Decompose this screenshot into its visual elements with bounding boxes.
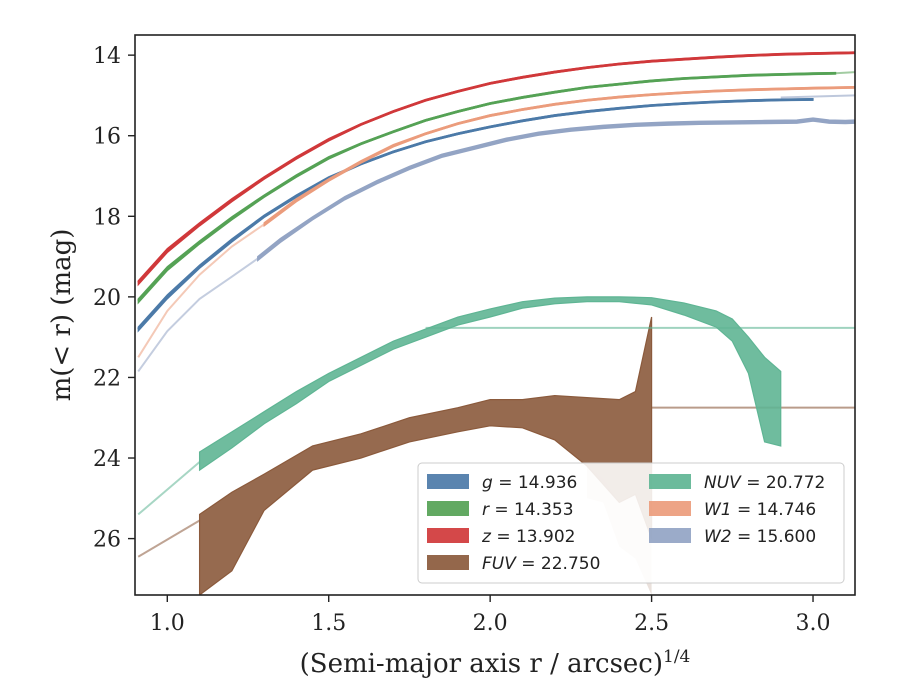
- legend-swatch: [427, 528, 469, 543]
- legend-frame: [417, 462, 845, 584]
- x-axis-title: (Semi-major axis r / arcsec)1/4: [300, 647, 691, 679]
- legend-item-z: z = 13.902: [427, 527, 575, 547]
- series-w2-line: [256, 118, 855, 260]
- series-fuv-extrapolation: [137, 519, 201, 558]
- x-tick-label: 1.0: [150, 611, 185, 636]
- series-r-line: [137, 71, 836, 302]
- series-w1: [137, 85, 855, 358]
- series-z: [137, 51, 855, 287]
- y-tick-label: 20: [93, 286, 121, 311]
- x-tick-label: 2.5: [634, 611, 669, 636]
- series-w1-line: [263, 86, 855, 226]
- series-r: [137, 71, 855, 305]
- series-nuv: [137, 296, 855, 516]
- y-axis-title: m(< r) (mag): [47, 229, 77, 402]
- legend-swatch: [649, 501, 691, 516]
- x-tick-label: 1.5: [311, 611, 346, 636]
- series-w2-extrapolation: [137, 257, 259, 372]
- legend-label: g = 14.936: [482, 473, 577, 493]
- legend-item-g: g = 14.936: [427, 473, 577, 493]
- legend-swatch: [427, 501, 469, 516]
- series-z-band: [137, 51, 855, 287]
- series-w2-band: [257, 117, 855, 262]
- y-tick-label: 14: [93, 44, 121, 69]
- series-w2-total-line: [780, 94, 855, 99]
- x-axis-title-text: (Semi-major axis r / arcsec): [300, 649, 663, 679]
- series-r-extrapolation: [835, 71, 855, 75]
- legend-label: W1 = 14.746: [704, 500, 816, 520]
- series-w2: [137, 94, 855, 372]
- plot-frame: [134, 34, 856, 596]
- legend-item-r: r = 14.353: [427, 500, 574, 520]
- legend-item-fuv: FUV = 22.750: [427, 554, 600, 574]
- y-tick-label: 16: [93, 125, 121, 150]
- legend-label: NUV = 20.772: [704, 473, 825, 493]
- y-tick-label: 22: [93, 366, 121, 391]
- series-nuv-extrapolation: [137, 461, 201, 516]
- series-w1-extrapolation: [137, 223, 265, 358]
- x-axis-title-exponent: 1/4: [663, 647, 690, 667]
- series-g-line: [137, 98, 814, 330]
- series-nuv-band: [198, 296, 782, 472]
- legend-swatch: [649, 474, 691, 489]
- x-tick-label: 3.0: [796, 611, 831, 636]
- legend-swatch: [427, 555, 469, 570]
- legend-swatch: [649, 528, 691, 543]
- legend-label: r = 14.353: [482, 500, 574, 520]
- legend-item-w1: W1 = 14.746: [649, 500, 816, 520]
- legend-item-w2: W2 = 15.600: [649, 527, 816, 547]
- y-tick-label: 18: [93, 205, 121, 230]
- legend-label: FUV = 22.750: [482, 554, 600, 574]
- legend-swatch: [427, 474, 469, 489]
- legend: g = 14.936 r = 14.353 z = 13.902 FUV = 22.7…: [417, 462, 845, 584]
- y-tick-label: 24: [93, 447, 121, 472]
- ticks-layer: 1.0 1.5 2.0 2.5 3.0 14 16 18 20 22 24 26: [93, 44, 831, 636]
- legend-item-nuv: NUV = 20.772: [649, 473, 825, 493]
- series-w1-band: [263, 85, 855, 228]
- y-tick-label: 26: [93, 528, 121, 553]
- series-z-line: [137, 51, 855, 284]
- legend-label: W2 = 15.600: [704, 527, 816, 547]
- legend-label: z = 13.902: [481, 527, 575, 547]
- x-tick-label: 2.0: [473, 611, 508, 636]
